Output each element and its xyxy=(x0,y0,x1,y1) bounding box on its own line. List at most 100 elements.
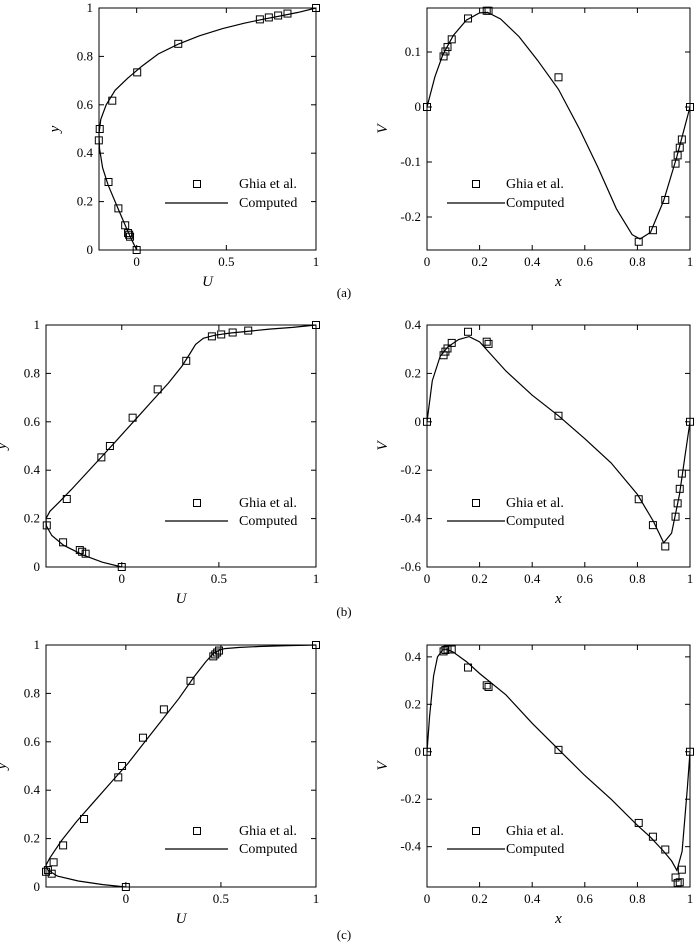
y-tick-label: 0 xyxy=(34,559,41,574)
y-axis-label: V xyxy=(375,760,391,771)
computed-line xyxy=(426,11,691,240)
ghia-data-marker xyxy=(114,204,123,213)
ghia-data-marker xyxy=(484,6,493,15)
chart-panel-a-left: 0 0.5 1 0 0.2 0.4 0.6 0.8 1 Uy Ghia et al. Computed xyxy=(47,0,320,290)
y-tick-label: 0.4 xyxy=(405,649,422,664)
y-tick-label: 0.6 xyxy=(24,414,41,429)
ghia-data-marker xyxy=(634,237,643,246)
x-axis-label: x xyxy=(554,274,562,290)
ghia-data-marker xyxy=(186,676,195,685)
legend-marker-symbol xyxy=(472,827,480,835)
ghia-data-marker xyxy=(132,246,141,254)
x-tick-label: 0 xyxy=(424,891,431,906)
ghia-data-marker xyxy=(80,814,89,823)
x-tick-label: 0.2 xyxy=(471,571,487,586)
y-tick-label: -0.2 xyxy=(400,791,421,806)
ghia-data-marker xyxy=(174,39,183,48)
ghia-data-marker xyxy=(97,453,106,462)
y-tick-label: 1 xyxy=(87,0,94,15)
x-tick-label: 0.5 xyxy=(213,891,229,906)
ghia-data-marker xyxy=(673,878,682,887)
x-tick-label: 1 xyxy=(313,571,320,586)
y-tick-label: 0.6 xyxy=(24,734,41,749)
ghia-data-marker xyxy=(125,230,134,239)
ghia-data-marker xyxy=(124,229,133,238)
chart-panel-c-left: 0 0.5 1 0 0.2 0.4 0.6 0.8 1 Uy Ghia et al. Computed xyxy=(0,637,320,927)
x-tick-label: 1 xyxy=(313,891,320,906)
y-tick-label: -0.2 xyxy=(400,209,421,224)
ghia-data-marker xyxy=(554,745,563,754)
ghia-data-marker xyxy=(213,648,222,657)
x-tick-label: 0 xyxy=(424,571,431,586)
plot-frame xyxy=(426,324,691,568)
legend-label-computed: Computed xyxy=(239,196,297,211)
ghia-data-marker xyxy=(661,542,670,551)
ghia-data-marker xyxy=(49,858,58,867)
computed-line xyxy=(426,649,691,872)
x-tick-label: 0.2 xyxy=(471,254,487,269)
ghia-data-marker xyxy=(673,499,682,508)
plot-frame xyxy=(45,644,317,888)
y-tick-label: 1 xyxy=(34,317,41,332)
ghia-data-marker xyxy=(59,841,68,850)
legend-label-computed: Computed xyxy=(506,514,564,529)
legend-marker-symbol xyxy=(472,180,480,188)
panel-caption: (c) xyxy=(337,927,351,942)
x-axis-label: x xyxy=(554,911,562,927)
legend-label-ghia: Ghia et al. xyxy=(506,496,564,511)
chart-panel-a-right: 0 0.2 0.4 0.6 0.8 1 -0.2 -0.1 0 0.1 x V Ghia et al. C… xyxy=(375,6,694,290)
x-tick-label: 0.4 xyxy=(524,571,541,586)
computed-line xyxy=(45,324,317,568)
ghia-data-marker xyxy=(105,442,114,450)
x-tick-label: 0 xyxy=(123,891,130,906)
legend-label-computed: Computed xyxy=(239,842,297,857)
x-tick-label: 0.5 xyxy=(218,254,234,269)
y-axis-label: V xyxy=(375,440,391,451)
y-tick-label: -0.4 xyxy=(400,839,421,854)
y-tick-label: 0.8 xyxy=(24,685,40,700)
ghia-data-marker xyxy=(677,865,686,874)
y-tick-label: 0.4 xyxy=(405,317,422,332)
chart-panel-b-right: 0 0.2 0.4 0.6 0.8 1 -0.6 -0.4 -0.2 0 0.2 0.4 x V Ghia … xyxy=(375,317,694,607)
y-tick-label: 0.2 xyxy=(405,696,421,711)
ghia-data-marker xyxy=(464,14,473,23)
legend-label-ghia: Ghia et al. xyxy=(506,177,564,192)
legend-label-ghia: Ghia et al. xyxy=(506,824,564,839)
ghia-data-marker xyxy=(312,4,320,12)
x-tick-label: 0 xyxy=(424,254,431,269)
ghia-data-marker xyxy=(153,385,162,394)
computed-line xyxy=(426,335,691,544)
x-tick-label: 0.8 xyxy=(629,254,645,269)
legend-marker-symbol xyxy=(193,499,201,507)
ghia-data-marker xyxy=(78,547,87,556)
panel-caption: (a) xyxy=(337,285,351,300)
plot-frame xyxy=(45,324,317,568)
ghia-data-marker xyxy=(128,413,137,422)
ghia-data-marker xyxy=(118,762,127,770)
ghia-data-marker xyxy=(138,733,147,742)
ghia-data-marker xyxy=(62,494,71,503)
ghia-data-marker xyxy=(671,873,680,882)
x-tick-label: 1 xyxy=(313,254,320,269)
plot-frame xyxy=(426,644,691,888)
y-tick-label: 0.8 xyxy=(77,48,93,63)
x-axis-label: U xyxy=(176,591,188,607)
ghia-data-marker xyxy=(484,339,493,348)
x-tick-label: 0 xyxy=(133,254,140,269)
legend-label-ghia: Ghia et al. xyxy=(239,824,297,839)
x-tick-label: 0.6 xyxy=(577,891,594,906)
x-tick-label: 0.4 xyxy=(524,254,541,269)
plot-frame xyxy=(98,7,317,251)
plot-frame xyxy=(426,7,691,251)
ghia-data-marker xyxy=(447,35,456,44)
ghia-data-marker xyxy=(482,681,491,690)
ghia-data-marker xyxy=(554,411,563,420)
chart-panel-c-right: 0 0.2 0.4 0.6 0.8 1 -0.4 -0.2 0 0.2 0.4 x V Ghia et a… xyxy=(375,644,694,927)
panel-caption: (b) xyxy=(336,604,351,619)
x-axis-label: U xyxy=(202,274,214,290)
legend-label-computed: Computed xyxy=(506,196,564,211)
chart-panel-b-left: 0 0.5 1 0 0.2 0.4 0.6 0.8 1 Uy Ghia et al. Computed xyxy=(0,317,320,607)
y-tick-label: -0.6 xyxy=(400,559,421,574)
legend-marker-symbol xyxy=(472,499,480,507)
